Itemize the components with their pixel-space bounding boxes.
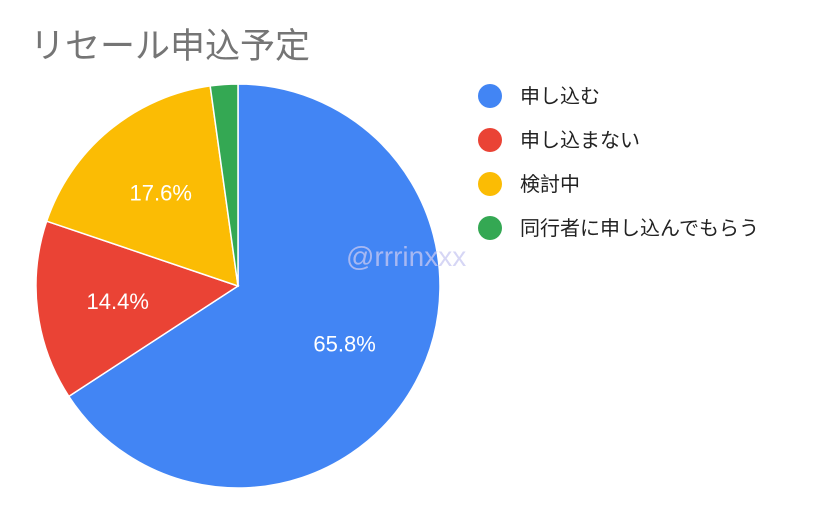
legend-item-3: 同行者に申し込んでもらう — [520, 216, 759, 240]
legend-marker-2 — [478, 172, 502, 196]
legend-item-1: 申し込まない — [520, 128, 640, 152]
legend-marker-3 — [478, 216, 502, 240]
legend-marker-0 — [478, 84, 502, 108]
slice-label-0: 65.8% — [313, 332, 375, 357]
pie-slice-3 — [209, 83, 239, 287]
pie-slice-0 — [67, 83, 441, 489]
pie-slice-2 — [45, 85, 239, 288]
slice-label-2: 17.6% — [130, 181, 192, 206]
pie-slice-1 — [35, 220, 240, 398]
chart-title: リセール申込予定 — [30, 27, 311, 67]
slice-label-1: 14.4% — [87, 289, 149, 314]
legend-marker-1 — [478, 128, 502, 152]
legend-item-0: 申し込む — [520, 84, 600, 108]
watermark: @rrrinxxx — [346, 241, 466, 272]
legend-item-2: 検討中 — [520, 172, 580, 196]
